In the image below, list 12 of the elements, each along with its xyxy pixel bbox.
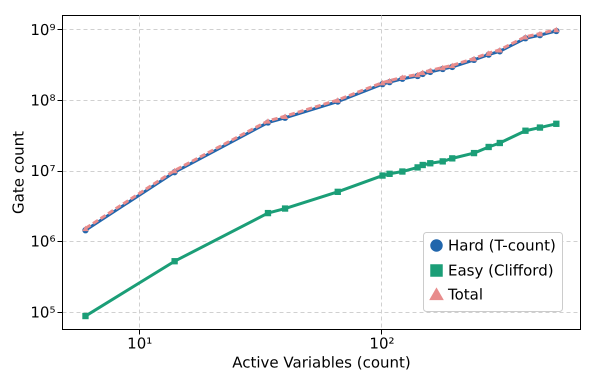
y-tick-label: 10⁶	[30, 232, 56, 251]
y-tick-label: 10⁷	[30, 162, 56, 180]
legend-label: Total	[447, 286, 484, 304]
y-axis-title: Gate count	[9, 130, 28, 214]
y-tick-label: 10⁹	[30, 20, 56, 39]
x-axis-title: Active Variables (count)	[232, 354, 411, 372]
x-tick-label: 10¹	[127, 334, 152, 352]
y-tick-label: 10⁵	[30, 303, 56, 322]
x-tick-label: 10²	[369, 334, 395, 352]
legend-label: Easy (Clifford)	[448, 262, 554, 280]
y-tick-label: 10⁸	[30, 92, 56, 110]
legend-label: Hard (T-count)	[448, 236, 556, 254]
